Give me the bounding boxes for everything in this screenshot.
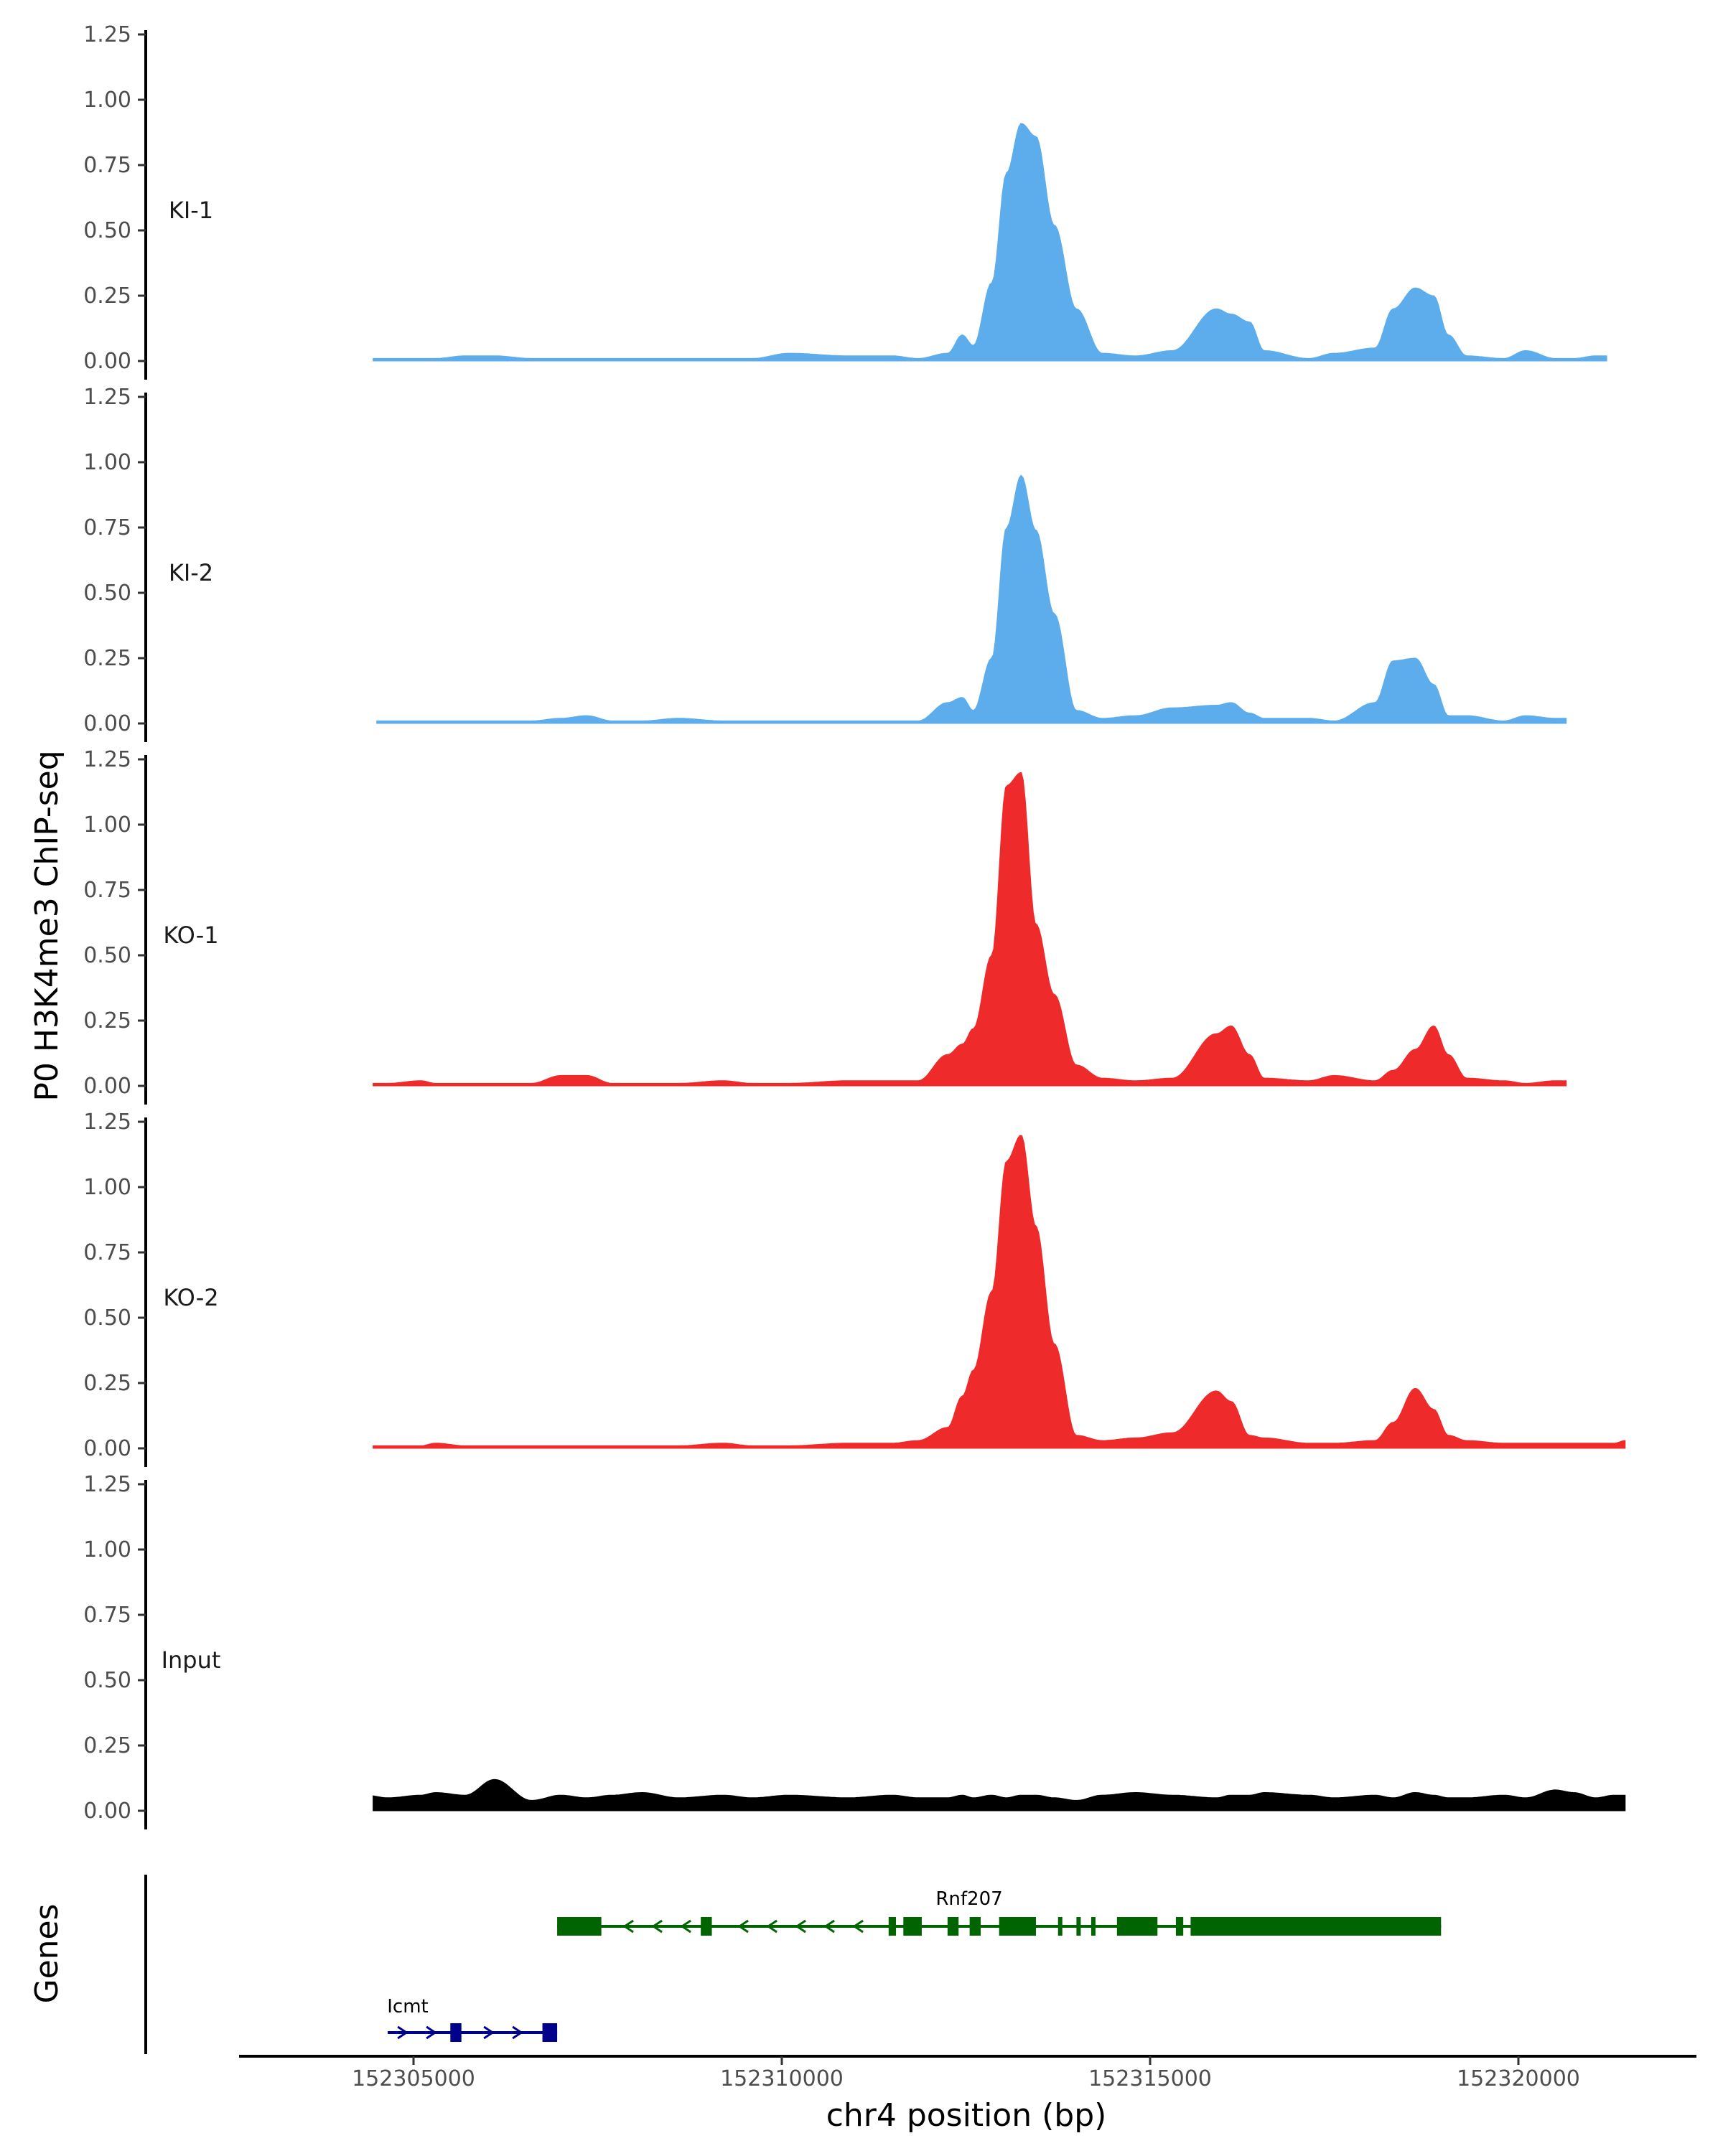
y-axis-title: P0 H3K4me3 ChIP-seq bbox=[29, 750, 65, 1101]
gene-exon bbox=[1076, 1917, 1081, 1936]
signal-area bbox=[373, 123, 1607, 362]
y-tick-label: 0.50 bbox=[83, 581, 131, 606]
y-tick-label: 1.25 bbox=[83, 22, 131, 47]
strand-arrow bbox=[680, 1919, 691, 1934]
gene-label: Rnf207 bbox=[935, 1888, 1002, 1910]
signal-area bbox=[376, 474, 1567, 724]
track-ki-2: 0.00 0.25 0.50 0.75 1.00 1.25 KI-2 bbox=[83, 385, 1567, 742]
gene-exon bbox=[557, 1917, 602, 1936]
gene-exon bbox=[903, 1917, 922, 1936]
y-tick-label: 1.25 bbox=[83, 747, 131, 772]
gene-panel: Rnf207 Icmt bbox=[144, 1875, 1442, 2054]
track-label: KI-1 bbox=[169, 197, 213, 224]
gene-exon bbox=[701, 1917, 712, 1936]
y-tick-label: 0.50 bbox=[83, 943, 131, 968]
gene-exon bbox=[1057, 1917, 1063, 1936]
y-tick-label: 0.00 bbox=[83, 711, 131, 736]
y-tick-label: 0.50 bbox=[83, 1306, 131, 1331]
strand-arrow bbox=[737, 1919, 749, 1934]
y-tick-label: 0.00 bbox=[83, 1436, 131, 1461]
y-tick-label: 1.00 bbox=[83, 1537, 131, 1562]
y-tick-label: 0.25 bbox=[83, 1371, 131, 1396]
y-tick-label: 0.75 bbox=[83, 153, 131, 178]
gene-exon bbox=[947, 1917, 959, 1936]
track-ki-1: 0.00 0.25 0.50 0.75 1.00 1.25 KI-1 bbox=[83, 22, 1607, 380]
y-tick-label: 0.50 bbox=[83, 218, 131, 243]
y-tick-label: 0.50 bbox=[83, 1668, 131, 1693]
gene-exon bbox=[888, 1917, 897, 1936]
y-tick-label: 1.25 bbox=[83, 385, 131, 410]
strand-arrow bbox=[426, 2025, 437, 2040]
x-tick-label: 152315000 bbox=[1088, 2066, 1212, 2091]
gene-exon bbox=[1091, 1917, 1096, 1936]
y-tick-label: 1.25 bbox=[83, 1110, 131, 1135]
y-tick-label: 0.25 bbox=[83, 283, 131, 309]
track-label: KO-2 bbox=[163, 1284, 218, 1311]
strand-arrow bbox=[397, 2025, 408, 2040]
x-axis-title: chr4 position (bp) bbox=[826, 2097, 1107, 2134]
x-tick-label: 152320000 bbox=[1457, 2066, 1580, 2091]
y-tick-label: 1.00 bbox=[83, 812, 131, 838]
gene-rnf207: Rnf207 bbox=[557, 1888, 1442, 1936]
strand-arrow bbox=[795, 1919, 806, 1934]
y-tick-label: 0.75 bbox=[83, 515, 131, 540]
strand-arrow bbox=[512, 2025, 523, 2040]
y-tick-label: 0.75 bbox=[83, 1240, 131, 1265]
strand-arrow bbox=[483, 2025, 495, 2040]
y-tick-label: 0.00 bbox=[83, 1074, 131, 1099]
track-label: Input bbox=[162, 1646, 221, 1674]
track-label: KO-1 bbox=[163, 922, 218, 949]
gene-exon bbox=[450, 2023, 462, 2042]
strand-arrow bbox=[651, 1919, 663, 1934]
gene-label: Icmt bbox=[387, 1996, 428, 2017]
track-ko-2: 0.00 0.25 0.50 0.75 1.00 1.25 KO-2 bbox=[83, 1110, 1626, 1467]
gene-exon bbox=[969, 1917, 981, 1936]
track-label: KI-2 bbox=[169, 559, 213, 586]
y-tick-label: 0.25 bbox=[83, 1008, 131, 1034]
x-tick-label: 152305000 bbox=[352, 2066, 475, 2091]
tracks: 0.00 0.25 0.50 0.75 1.00 1.25 KI-1 0.00 0.25 0.50… bbox=[83, 22, 1626, 1829]
y-tick-label: 1.00 bbox=[83, 1175, 131, 1200]
signal-area bbox=[373, 1135, 1626, 1449]
y-tick-label: 0.25 bbox=[83, 1733, 131, 1758]
strand-arrow bbox=[766, 1919, 778, 1934]
x-axis: 152305000 152310000 152315000 152320000 bbox=[239, 2055, 1696, 2091]
gene-exon bbox=[1116, 1917, 1158, 1936]
strand-arrow bbox=[823, 1919, 835, 1934]
x-tick-label: 152310000 bbox=[720, 2066, 844, 2091]
track-ko-1: 0.00 0.25 0.50 0.75 1.00 1.25 KO-1 bbox=[83, 747, 1567, 1105]
signal-area bbox=[373, 1778, 1626, 1811]
y-tick-label: 0.00 bbox=[83, 349, 131, 374]
y-tick-label: 1.25 bbox=[83, 1472, 131, 1497]
gene-track-title: Genes bbox=[29, 1903, 65, 2003]
signal-area bbox=[373, 772, 1567, 1087]
gene-exon bbox=[1190, 1917, 1442, 1936]
gene-icmt: Icmt bbox=[387, 1996, 558, 2042]
y-tick-label: 0.75 bbox=[83, 1603, 131, 1628]
y-tick-label: 1.00 bbox=[83, 450, 131, 475]
gene-exon bbox=[999, 1917, 1036, 1936]
y-tick-label: 0.00 bbox=[83, 1799, 131, 1824]
strand-arrow bbox=[852, 1919, 864, 1934]
gene-exon bbox=[542, 2023, 558, 2042]
y-tick-label: 0.75 bbox=[83, 878, 131, 903]
strand-arrow bbox=[622, 1919, 634, 1934]
y-tick-label: 0.25 bbox=[83, 646, 131, 671]
y-tick-label: 1.00 bbox=[83, 88, 131, 113]
track-input: 0.00 0.25 0.50 0.75 1.00 1.25 Input bbox=[83, 1472, 1626, 1829]
gene-exon bbox=[1175, 1917, 1184, 1936]
